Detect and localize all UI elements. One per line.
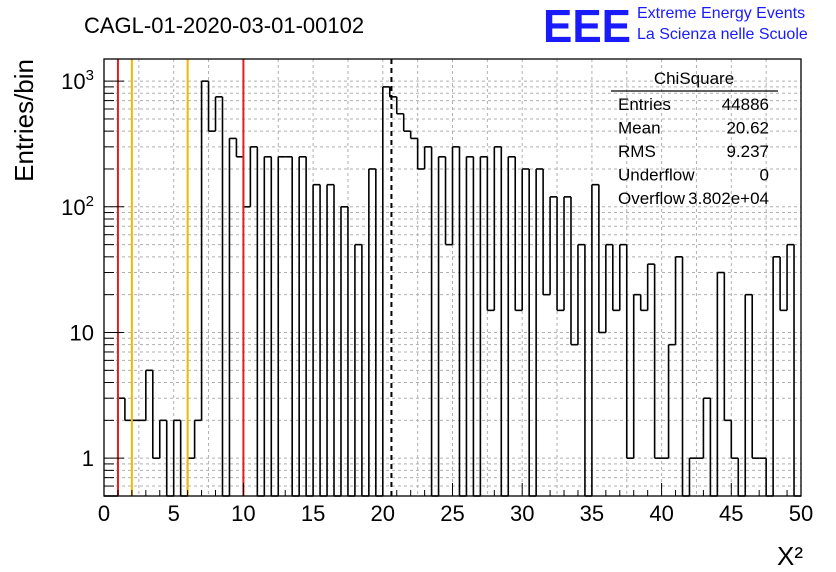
stats-label: RMS xyxy=(618,142,656,161)
x-tick-label: 45 xyxy=(719,501,743,526)
reference-lines xyxy=(116,59,393,496)
x-tick-label: 35 xyxy=(580,501,604,526)
x-tick-label: 25 xyxy=(440,501,464,526)
stats-label: Entries xyxy=(618,95,671,114)
y-tick-label: 102 xyxy=(61,193,94,220)
y-axis-label: Entries/bin xyxy=(9,59,39,182)
x-tick-labels: 0 5 10 15 20 25 30 35 40 45 50 xyxy=(98,501,813,526)
x-tick-label: 30 xyxy=(510,501,534,526)
histogram-bars xyxy=(104,80,801,497)
stats-value: 3.802e+04 xyxy=(688,189,769,208)
x-axis-label: X² xyxy=(777,541,803,571)
eee-logo: EEE Extreme Energy Events La Scienza nel… xyxy=(543,0,808,52)
y-tick-label: 103 xyxy=(61,67,94,94)
x-tick-label: 5 xyxy=(168,501,180,526)
stats-label: Underflow xyxy=(618,166,695,185)
y-tick-label: 1 xyxy=(82,446,94,471)
axis-ticks xyxy=(103,80,802,497)
stats-label: Mean xyxy=(618,119,661,138)
stats-value: 20.62 xyxy=(726,119,769,138)
x-tick-label: 0 xyxy=(98,501,110,526)
x-tick-label: 50 xyxy=(789,501,813,526)
y-tick-label: 10 xyxy=(70,320,94,345)
stats-value: 44886 xyxy=(722,95,769,114)
stats-value: 0 xyxy=(760,166,769,185)
x-tick-label: 15 xyxy=(301,501,325,526)
stats-value: 9.237 xyxy=(726,142,769,161)
stats-box: ChiSquare Entries 44886 Mean 20.62 RMS 9.237 U… xyxy=(611,69,778,208)
x-tick-label: 40 xyxy=(649,501,673,526)
logo-line-2: La Scienza nelle Scuole xyxy=(637,26,808,43)
logo-line-1: Extreme Energy Events xyxy=(637,5,805,22)
chart-title: CAGL-01-2020-03-01-00102 xyxy=(84,13,364,38)
y-tick-labels: 1 10 102 103 xyxy=(61,67,94,471)
logo-mark: EEE xyxy=(543,0,631,52)
x-tick-label: 20 xyxy=(371,501,395,526)
x-tick-label: 10 xyxy=(231,501,255,526)
stats-title: ChiSquare xyxy=(654,69,734,88)
stats-label: Overflow xyxy=(618,189,686,208)
